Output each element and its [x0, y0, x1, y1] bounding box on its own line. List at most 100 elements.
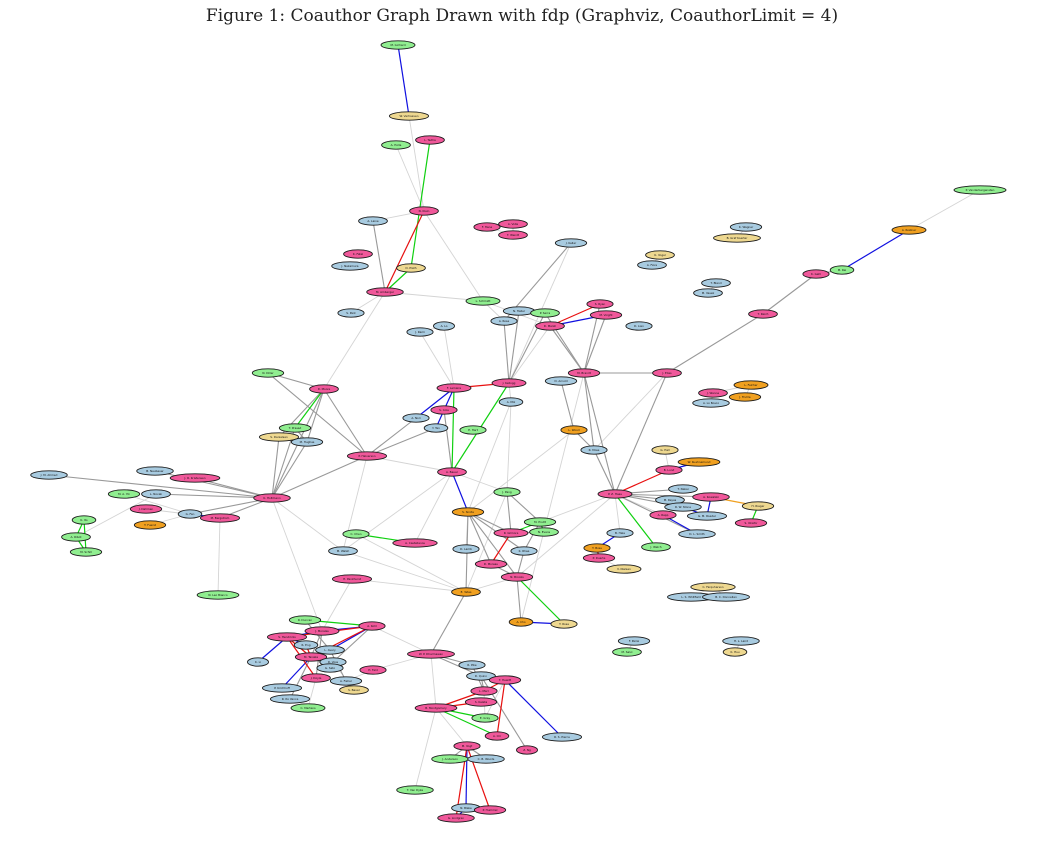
node-label: H. Feld — [368, 668, 378, 672]
node-n104: E. Yates — [451, 587, 481, 597]
node-label: K. Hsu — [731, 650, 740, 654]
node-label: J. Morales — [314, 629, 329, 633]
node-label: G. Sato — [325, 666, 336, 670]
edge-n103-n104 — [351, 578, 467, 593]
node-n15: A. Volle — [498, 219, 528, 229]
node-ellipse — [597, 489, 633, 499]
node-n25: D. Lien — [625, 321, 653, 331]
node-n66: M. A. Yik — [107, 489, 141, 499]
edge-n72-n97 — [271, 497, 344, 552]
edge-n128-n138 — [430, 653, 437, 709]
node-n11: S. Park — [337, 308, 365, 318]
node-n65: J. R. Kristensen — [169, 473, 221, 483]
node-ellipse — [589, 310, 623, 320]
node-n100: D. Moreau — [474, 559, 508, 569]
node-ellipse — [293, 640, 319, 650]
node-ellipse — [436, 383, 472, 393]
node-label: J. R. Kristensen — [184, 476, 206, 480]
node-n4: L. Tedha — [415, 135, 445, 145]
node-n56: M. Hughes — [290, 437, 324, 447]
nodes-layer: M. Gichard W. Verhoeven A. Holla L. Tedha N.… — [30, 40, 1007, 823]
node-n117: M. Tanaka — [294, 652, 328, 662]
node-n123: A. Fisher — [329, 676, 363, 686]
edge-n38-n58 — [583, 372, 595, 451]
node-n133: R. Pike — [458, 660, 486, 670]
edge-n138-n143 — [435, 707, 468, 747]
node-label: S. Kaleta — [475, 700, 488, 704]
node-ellipse — [529, 527, 559, 537]
node-label: N. Klein — [419, 209, 430, 213]
node-n92: R. Gilmore — [493, 528, 529, 538]
node-n105: N. Leo Bianco — [196, 590, 240, 600]
node-ellipse — [535, 321, 565, 331]
node-ellipse — [490, 316, 518, 326]
node-label: M. Reyes — [664, 498, 677, 502]
node-label: A. Rostner — [902, 228, 917, 232]
node-n127: C. Martens — [290, 703, 326, 713]
node-n120: G. Sato — [316, 663, 344, 673]
node-label: V. Nielsen — [617, 567, 631, 571]
node-label: W. Kuehnemund — [688, 460, 711, 464]
node-ellipse — [247, 657, 269, 667]
edge-n39-n53 — [560, 380, 575, 431]
node-label: A. Orr — [493, 734, 502, 738]
node-n30: T. Bland — [701, 278, 731, 288]
node-ellipse — [358, 621, 386, 631]
node-label: M. Vogt — [462, 744, 473, 748]
node-ellipse — [686, 511, 728, 521]
node-n125: P. Kirchhoff — [261, 683, 303, 693]
node-n43: J. Fruhle — [728, 392, 762, 402]
node-label: P. Duarte — [593, 556, 606, 560]
node-label: A. Holla — [391, 143, 402, 147]
node-label: B. Graf Koerter — [727, 236, 749, 240]
node-n146: T. Van Dyke — [396, 785, 434, 795]
node-n131: H. L. Laird — [722, 636, 760, 646]
node-label: J. M. Ahmed — [40, 473, 58, 477]
edge-n135-n140 — [496, 679, 506, 737]
node-label: A. Rapp — [658, 513, 669, 517]
node-label: M. Walsh — [337, 549, 350, 553]
node-n9: D. Plath — [396, 263, 426, 273]
node-label: Z. Ng — [523, 748, 531, 752]
edge-n117-n126 — [289, 656, 312, 700]
node-label: R. Eng — [302, 643, 311, 647]
node-label: S. Park — [346, 311, 356, 315]
node-ellipse — [484, 731, 510, 741]
node-ellipse — [288, 615, 322, 625]
node-ellipse — [309, 384, 339, 394]
node-label: L. Marr — [479, 689, 490, 693]
node-n137: S. Kaleta — [464, 697, 498, 707]
edge-n48-n76 — [506, 401, 512, 493]
node-ellipse — [702, 592, 750, 602]
node-label: M. Amberger — [376, 290, 395, 294]
node-label: B. Lund — [664, 468, 675, 472]
node-n67: L. Novak — [141, 489, 171, 499]
node-n98: T. Boss — [583, 543, 611, 553]
node-label: L. S. Whitfield — [681, 595, 701, 599]
node-label: T. Rose — [558, 622, 569, 626]
node-label: J. Keller — [565, 241, 577, 245]
node-ellipse — [266, 632, 308, 642]
edge-n4-n9 — [410, 139, 431, 269]
node-ellipse — [141, 489, 171, 499]
node-n72: K. Holtmann — [253, 493, 291, 503]
node-label: R. Gilmore — [504, 531, 519, 535]
node-n109: A. Cho — [508, 617, 534, 627]
node-ellipse — [258, 432, 300, 442]
node-ellipse — [677, 457, 721, 467]
node-label: A. Ribot — [71, 535, 83, 539]
node-label: E. Hart — [468, 428, 479, 432]
node-n89: S. Sirota — [451, 507, 485, 517]
node-label: P. Serra — [540, 311, 551, 315]
edge-n76-n90 — [506, 491, 541, 523]
node-n19: N. Haller — [502, 306, 536, 316]
node-label: K. Vogel — [654, 253, 666, 257]
node-label: M. Vasek — [702, 291, 715, 295]
node-ellipse — [406, 327, 434, 337]
edge-n143-n147 — [465, 745, 468, 809]
node-ellipse — [655, 465, 683, 475]
edge-n1-n2 — [397, 44, 410, 117]
node-label: S. Sirota — [462, 510, 474, 514]
node-label: D. Moreau — [484, 562, 499, 566]
